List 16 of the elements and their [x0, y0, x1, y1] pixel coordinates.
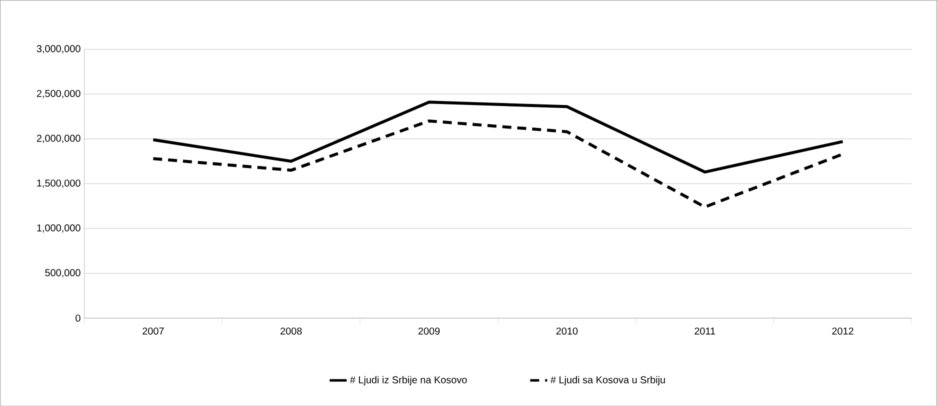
y-tick-label: 1,500,000	[37, 179, 80, 188]
legend-label: # Ljudi iz Srbije na Kosovo	[350, 376, 467, 386]
x-tick-label: 2007	[142, 327, 164, 334]
line-series	[152, 100, 844, 174]
y-tick-label: 2,500,000	[36, 90, 80, 98]
legend-label: # Ljudi sa Kosova u Srbiju	[550, 376, 665, 386]
x-tick-label: 2010	[556, 327, 578, 334]
y-tick-label: 1,000,000	[37, 224, 80, 232]
x-tick-label: 2011	[694, 327, 716, 334]
y-tick-label: 0	[76, 314, 80, 322]
x-tick-label: 2008	[280, 327, 302, 334]
x-tick-label: 2009	[418, 327, 440, 334]
x-tick-label: 2012	[832, 327, 854, 334]
y-tick-label: 2,000,000	[36, 134, 80, 143]
y-tick-label: 500,000	[45, 269, 80, 278]
y-tick-label: 3,000,000	[36, 45, 80, 54]
